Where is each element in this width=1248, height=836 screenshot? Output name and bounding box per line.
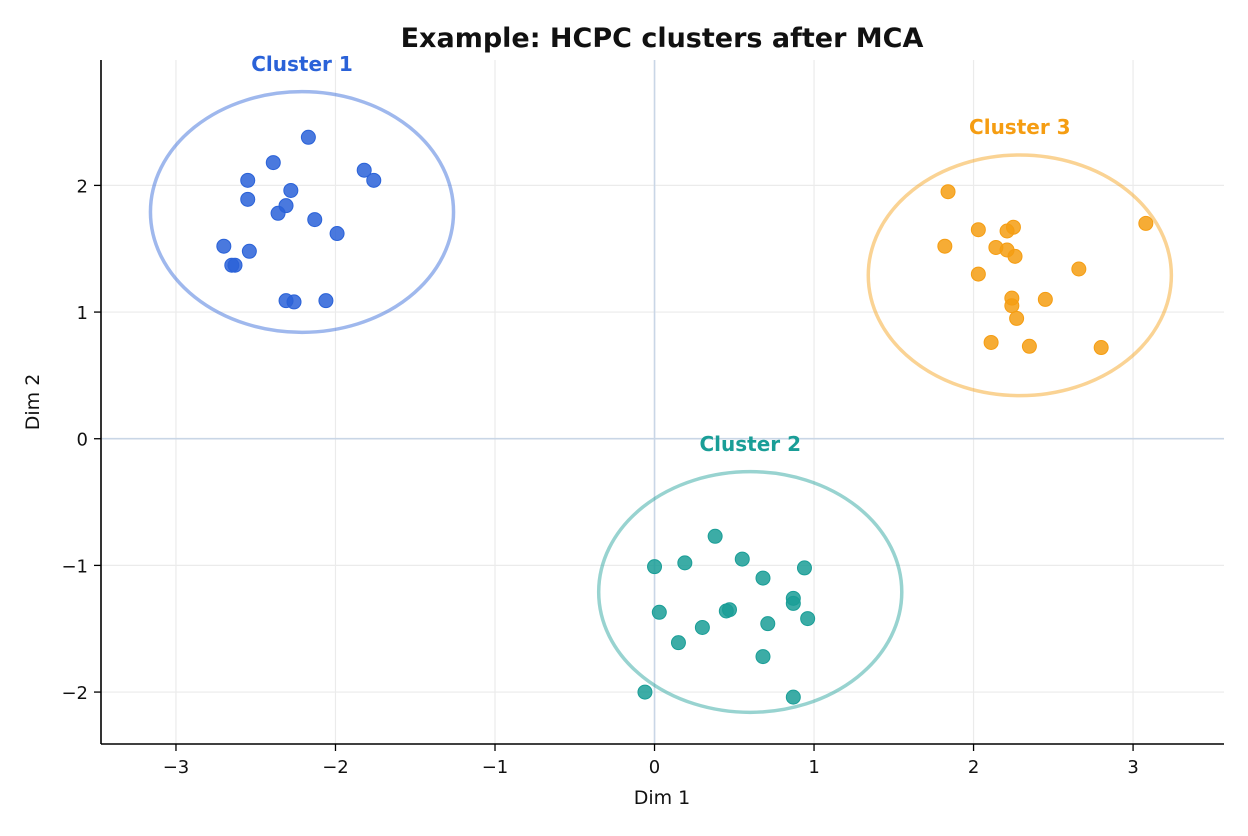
cluster-1-point (318, 293, 334, 309)
cluster-1-point (286, 294, 302, 310)
cluster-1-point (329, 226, 345, 242)
x-tick-label: −1 (482, 757, 509, 778)
cluster-3-point (940, 184, 956, 200)
cluster-1-point (366, 172, 382, 188)
y-axis-label: Dim 2 (22, 374, 44, 431)
x-axis-label: Dim 1 (634, 787, 691, 809)
cluster-1-point (270, 205, 286, 221)
y-tick-label: 0 (77, 430, 88, 451)
cluster-2-point (677, 555, 693, 571)
y-tick-label: 1 (77, 303, 88, 324)
cluster-1-point (265, 155, 281, 171)
cluster-1-point (240, 191, 256, 207)
cluster-1-point (307, 212, 323, 228)
cluster-3-point (1037, 291, 1053, 307)
cluster-1-point (283, 182, 299, 198)
cluster-2-point (637, 684, 653, 700)
cluster-2-point (721, 602, 737, 618)
cluster-1-ellipse (148, 89, 456, 335)
cluster-2-label: Cluster 2 (699, 432, 801, 456)
cluster-2-point (800, 611, 816, 627)
cluster-2-point (694, 619, 710, 635)
x-tick-label: −3 (163, 757, 190, 778)
cluster-2-point (785, 595, 801, 611)
cluster-3-point (983, 334, 999, 350)
cluster-2-point (785, 689, 801, 705)
y-tick-label: −1 (61, 556, 88, 577)
cluster-1-point (216, 238, 232, 254)
cluster-3-point (1138, 215, 1154, 231)
cluster-3-label: Cluster 3 (969, 115, 1071, 139)
x-tick-label: −2 (322, 757, 349, 778)
cluster-2-point (734, 551, 750, 567)
chart-title: Example: HCPC clusters after MCA (401, 23, 924, 54)
x-tick-label: 0 (649, 757, 660, 778)
cluster-3-point (999, 223, 1015, 239)
cluster-3-point (1007, 248, 1023, 264)
cluster-3-point (970, 266, 986, 282)
cluster-2-point (755, 649, 771, 665)
cluster-1-point (240, 172, 256, 188)
cluster-3-point (1004, 298, 1020, 314)
cluster-1-label: Cluster 1 (251, 52, 353, 76)
cluster-2-point (707, 528, 723, 544)
cluster-1-point (356, 162, 372, 178)
cluster-3-point (937, 238, 953, 254)
cluster-3-point (1071, 261, 1087, 277)
cluster-2-point (755, 570, 771, 586)
cluster-2-point (670, 635, 686, 651)
x-tick-label: 1 (808, 757, 819, 778)
x-tick-label: 3 (1127, 757, 1138, 778)
cluster-2-point (647, 559, 663, 575)
y-tick-label: 2 (77, 176, 88, 197)
cluster-1-point (241, 243, 257, 259)
cluster-3-point (1009, 310, 1025, 326)
cluster-1-point (300, 129, 316, 145)
y-tick-label: −2 (61, 683, 88, 704)
cluster-3-ellipse (866, 153, 1174, 398)
cluster-3-point (1021, 338, 1037, 354)
cluster-2-point (796, 560, 812, 576)
cluster-1-point (227, 257, 243, 273)
cluster-2-point (760, 616, 776, 632)
cluster-2-point (651, 604, 667, 620)
cluster-3-point (970, 222, 986, 238)
x-tick-label: 2 (968, 757, 979, 778)
cluster-2-ellipse (596, 469, 904, 715)
cluster-3-point (1093, 340, 1109, 356)
